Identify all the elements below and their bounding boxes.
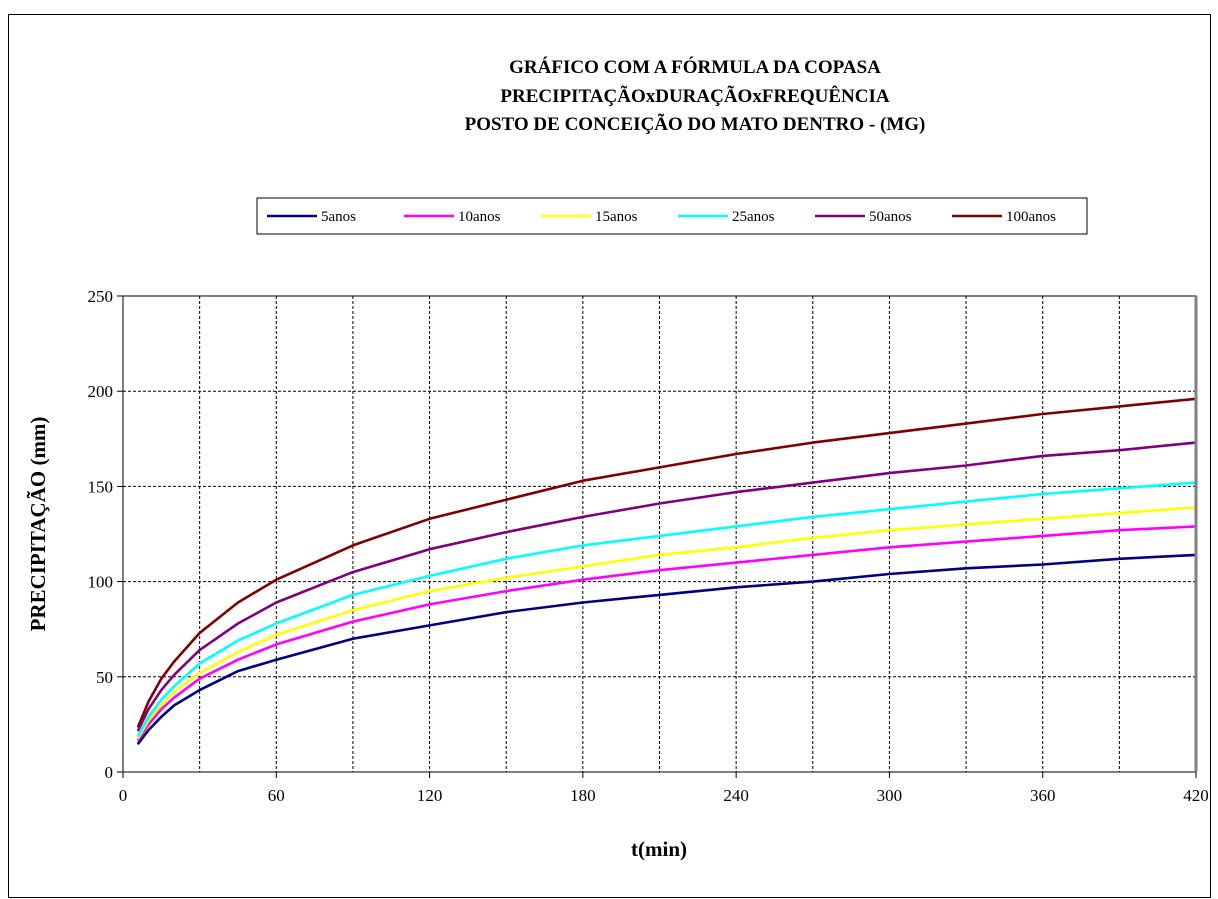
legend-item-50anos: 50anos [815,209,912,225]
x-tick-label: 60 [268,786,285,805]
legend-item-100anos: 100anos [952,209,1056,225]
x-tick-label: 360 [1030,786,1056,805]
y-tick-label: 200 [88,382,114,401]
x-tick-label: 300 [877,786,903,805]
legend-item-5anos: 5anos [267,209,356,225]
y-tick-label: 150 [88,477,114,496]
series-line-15anos [137,505,1198,740]
legend-label: 10anos [458,209,501,225]
series-lines [137,397,1198,745]
series-line-50anos [137,441,1198,732]
y-tick-label: 50 [96,668,113,687]
plot-area: 0 60 120 180 240 300 360 420 0 50 100 150 200 250 [88,287,1209,805]
axis-ticks: 0 60 120 180 240 300 360 420 0 50 100 150 200 250 [88,287,1209,805]
x-tick-label: 120 [417,786,443,805]
gridlines [123,296,1196,772]
series-line-25anos [137,481,1198,738]
legend-item-10anos: 10anos [404,209,501,225]
legend-label: 5anos [321,209,356,225]
y-tick-label: 250 [88,287,114,306]
chart-title-line-3: POSTO DE CONCEIÇÃO DO MATO DENTRO - (MG) [465,113,926,135]
x-tick-label: 420 [1183,786,1209,805]
legend-box [256,197,1088,235]
x-tick-label: 0 [119,786,128,805]
chart-title-line-2: PRECIPITAÇÃOxDURAÇÃOxFREQUÊNCIA [500,85,889,107]
x-tick-label: 240 [723,786,749,805]
x-tick-label: 180 [570,786,596,805]
series-line-5anos [137,553,1198,745]
chart-svg: GRÁFICO COM A FÓRMULA DA COPASA PRECIPIT… [26,56,1209,861]
legend-label: 25anos [732,209,775,225]
chart-title-line-1: GRÁFICO COM A FÓRMULA DA COPASA [509,56,881,78]
series-line-100anos [137,397,1198,728]
y-tick-label: 100 [88,573,114,592]
legend-label: 50anos [869,209,912,225]
legend: 5anos 10anos 15anos 25anos 50anos 100anos [256,197,1088,235]
chart-frame: GRÁFICO COM A FÓRMULA DA COPASA PRECIPIT… [8,14,1211,898]
y-axis-title: PRECIPITAÇÃO (mm) [26,417,50,632]
series-line-10anos [137,525,1198,741]
chart-title: GRÁFICO COM A FÓRMULA DA COPASA PRECIPIT… [465,56,926,135]
legend-label: 15anos [595,209,638,225]
legend-item-25anos: 25anos [678,209,775,225]
y-tick-label: 0 [105,763,114,782]
legend-label: 100anos [1006,209,1056,225]
legend-item-15anos: 15anos [541,209,638,225]
x-axis-title: t(min) [631,837,687,861]
